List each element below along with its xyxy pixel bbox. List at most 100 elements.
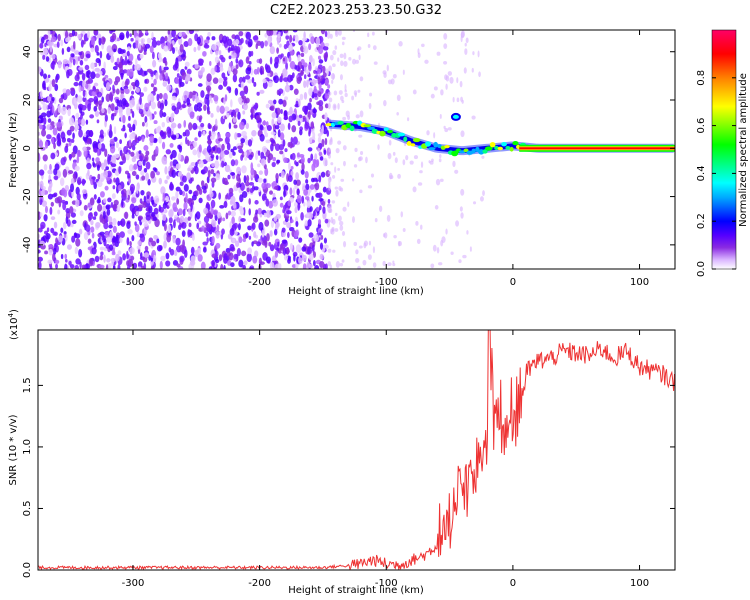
snr-x-tick-label: 100 bbox=[630, 578, 649, 589]
heatmap-noise-cell bbox=[58, 235, 63, 243]
heatmap-noise-cell bbox=[289, 34, 293, 43]
heatmap-sparse-cell bbox=[335, 189, 339, 197]
heatmap-sparse-cell bbox=[413, 155, 419, 160]
heatmap-noise-cell bbox=[66, 129, 72, 136]
heatmap-noise-cell bbox=[318, 151, 323, 157]
heatmap-noise-cell bbox=[252, 35, 259, 41]
heatmap-noise-cell bbox=[307, 63, 312, 72]
heatmap-noise-cell bbox=[293, 179, 297, 185]
heatmap-noise-cell bbox=[169, 143, 174, 148]
heatmap-noise-cell bbox=[41, 112, 47, 118]
heatmap-noise-cell bbox=[53, 247, 57, 255]
heatmap-noise-cell bbox=[51, 105, 55, 114]
heatmap-noise-cell bbox=[243, 260, 248, 266]
heatmap-noise-cell bbox=[253, 81, 257, 87]
heatmap-noise-cell bbox=[288, 56, 292, 63]
heatmap-noise-cell bbox=[138, 108, 144, 115]
heatmap-noise-cell bbox=[314, 153, 318, 161]
heatmap-noise-cell bbox=[163, 92, 168, 102]
heatmap-noise-cell bbox=[257, 177, 263, 183]
heatmap-noise-cell bbox=[83, 204, 88, 211]
heatmap-noise-cell bbox=[167, 30, 171, 35]
heatmap-sparse-cell bbox=[398, 241, 402, 247]
heatmap-noise-cell bbox=[215, 173, 221, 181]
heatmap-noise-cell bbox=[53, 221, 58, 229]
heatmap-noise-cell bbox=[50, 216, 56, 221]
heatmap-sparse-cell bbox=[396, 94, 401, 102]
heatmap-sparse-cell bbox=[359, 150, 364, 156]
heatmap-noise-cell bbox=[317, 147, 321, 152]
snr-scale-factor: (x104) bbox=[7, 309, 20, 340]
heatmap-noise-cell bbox=[128, 164, 134, 172]
heatmap-noise-cell bbox=[274, 250, 279, 258]
heatmap-noise-cell bbox=[211, 253, 217, 259]
heatmap-signal-blob bbox=[367, 126, 376, 130]
heatmap-noise-cell bbox=[171, 122, 177, 129]
heatmap-noise-cell bbox=[279, 123, 285, 132]
heatmap-noise-cell bbox=[76, 155, 80, 164]
heatmap-noise-cell bbox=[107, 197, 112, 203]
heatmap-noise-cell bbox=[109, 123, 112, 133]
heatmap-noise-cell bbox=[146, 37, 152, 44]
heatmap-sparse-cell bbox=[359, 76, 364, 82]
heatmap-noise-cell bbox=[78, 85, 82, 93]
heatmap-noise-cell bbox=[188, 122, 193, 131]
heatmap-noise-cell bbox=[227, 38, 233, 47]
heatmap-noise-cell bbox=[189, 30, 193, 35]
heatmap-noise-cell bbox=[121, 153, 126, 161]
heatmap-noise-cell bbox=[112, 185, 116, 190]
heatmap-noise-cell bbox=[116, 57, 120, 65]
heatmap-noise-cell bbox=[233, 146, 238, 151]
heatmap-noise-cell bbox=[258, 257, 262, 266]
heatmap-sparse-cell bbox=[397, 173, 401, 179]
heatmap-noise-cell bbox=[303, 201, 306, 207]
heatmap-x-tick-label: 0 bbox=[510, 277, 516, 288]
heatmap-noise-cell bbox=[110, 113, 115, 121]
heatmap-noise-cell bbox=[292, 136, 298, 145]
heatmap-noise-cell bbox=[100, 162, 105, 171]
heatmap-noise-cell bbox=[292, 30, 298, 33]
heatmap-noise-cell bbox=[145, 172, 150, 182]
heatmap-noise-cell bbox=[76, 192, 81, 201]
heatmap-noise-cell bbox=[300, 70, 304, 76]
heatmap-noise-cell bbox=[113, 126, 117, 135]
heatmap-noise-cell bbox=[223, 150, 230, 155]
heatmap-noise-cell bbox=[55, 237, 58, 245]
heatmap-noise-cell bbox=[69, 125, 75, 132]
heatmap-noise-cell bbox=[158, 204, 162, 212]
heatmap-sparse-cell bbox=[377, 144, 380, 151]
heatmap-noise-cell bbox=[170, 153, 173, 160]
heatmap-noise-cell bbox=[192, 94, 195, 102]
heatmap-sparse-cell bbox=[333, 90, 338, 96]
heatmap-noise-cell bbox=[279, 196, 283, 201]
heatmap-signal-blob bbox=[437, 144, 442, 149]
heatmap-noise-cell bbox=[295, 172, 300, 181]
snr-y-tick-label: 1.0 bbox=[22, 439, 33, 455]
heatmap-noise-cell bbox=[246, 175, 250, 183]
heatmap-noise-cell bbox=[207, 32, 211, 37]
heatmap-noise-cell bbox=[317, 55, 322, 60]
heatmap-noise-cell bbox=[207, 169, 211, 178]
heatmap-noise-cell bbox=[74, 74, 80, 82]
heatmap-noise-cell bbox=[192, 149, 198, 156]
heatmap-noise-cell bbox=[265, 183, 271, 189]
heatmap-noise-cell bbox=[277, 30, 283, 33]
heatmap-noise-cell bbox=[87, 202, 91, 208]
heatmap-sparse-cell bbox=[472, 51, 475, 56]
heatmap-noise-cell bbox=[128, 177, 132, 184]
heatmap-noise-cell bbox=[243, 102, 248, 111]
heatmap-sparse-cell bbox=[367, 44, 371, 48]
heatmap-noise-cell bbox=[172, 47, 176, 54]
heatmap-noise-cell bbox=[145, 129, 149, 138]
heatmap-noise-cell bbox=[218, 50, 222, 56]
heatmap-noise-cell bbox=[259, 133, 265, 142]
colorbar: 0.0 0.2 0.4 0.6 0.8 Normalized spectral ampl… bbox=[696, 29, 749, 277]
heatmap-noise-cell bbox=[241, 130, 247, 137]
heatmap-noise-cell bbox=[188, 189, 193, 195]
heatmap-noise-cell bbox=[91, 90, 97, 97]
heatmap-sparse-cell bbox=[439, 154, 442, 159]
heatmap-noise-cell bbox=[77, 56, 81, 62]
heatmap-noise-cell bbox=[302, 39, 306, 49]
heatmap-sparse-cell bbox=[460, 212, 464, 219]
heatmap-noise-cell bbox=[202, 247, 207, 253]
